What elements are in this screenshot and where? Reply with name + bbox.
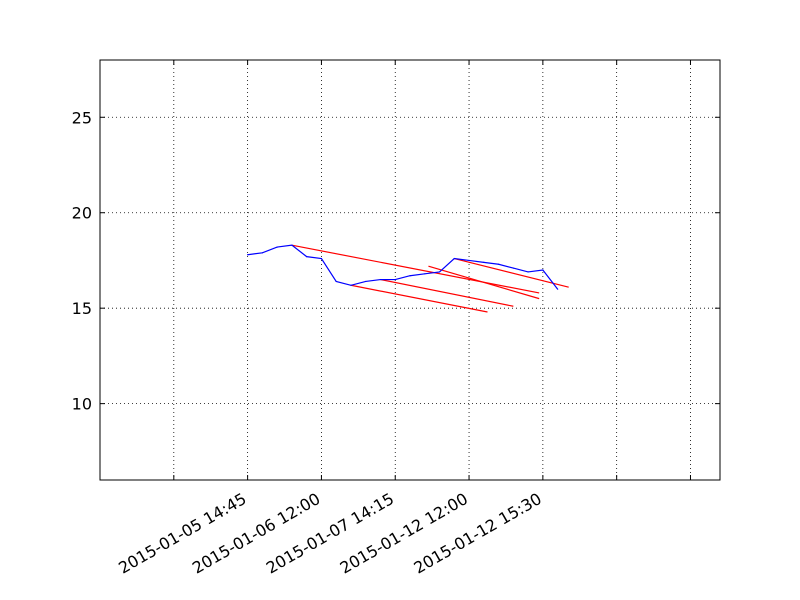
data-point — [394, 278, 396, 281]
data-point — [276, 246, 278, 248]
series-layer — [247, 244, 559, 290]
y-tick-label: 25 — [72, 108, 92, 127]
ticks-layer — [100, 60, 720, 480]
x-tick-label: 2015-01-12 12:00 — [337, 489, 471, 578]
data-point — [542, 269, 544, 271]
data-point — [424, 273, 426, 275]
data-point — [483, 261, 485, 263]
grid-layer — [100, 60, 720, 480]
data-point — [438, 271, 441, 273]
x-tick-label: 2015-01-05 14:45 — [115, 489, 249, 578]
data-point — [365, 280, 367, 283]
trend-segment — [380, 278, 514, 307]
trend-segment — [291, 244, 540, 294]
trend-segment — [428, 265, 540, 300]
data-point — [379, 278, 382, 281]
trend-segment — [350, 284, 488, 313]
data-point — [247, 254, 249, 256]
data-point — [468, 259, 470, 262]
data-point — [512, 267, 514, 269]
data-point — [320, 257, 323, 260]
x-tick-label: 2015-01-07 14:15 — [263, 489, 397, 578]
data-point — [409, 275, 411, 277]
y-tick-label: 15 — [72, 299, 92, 318]
data-point — [306, 256, 308, 258]
x-tick-label: 2015-01-06 12:00 — [189, 489, 323, 578]
trend-segment — [454, 257, 569, 288]
segments-layer — [291, 244, 569, 313]
data-point — [497, 263, 500, 265]
x-tick-label: 2015-01-12 15:30 — [410, 489, 544, 578]
data-point — [350, 284, 352, 286]
series-line — [247, 244, 559, 290]
y-tick-label: 20 — [72, 204, 92, 223]
plot-frame — [99, 59, 721, 481]
data-point — [453, 257, 455, 260]
data-point — [335, 280, 337, 283]
y-tick-label: 10 — [72, 395, 92, 414]
data-point — [557, 288, 559, 290]
data-point — [527, 271, 529, 273]
data-point — [291, 244, 293, 246]
data-point — [261, 252, 263, 254]
